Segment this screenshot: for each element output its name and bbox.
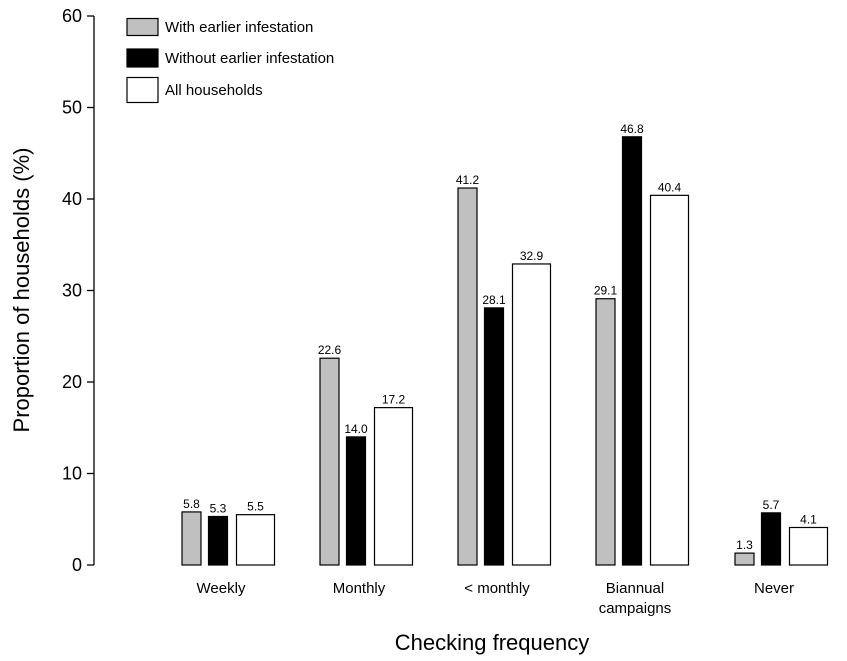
bar [511,263,552,566]
data-label: 32.9 [520,249,544,263]
y-tick-label: 10 [62,464,82,484]
legend: With earlier infestation Without earlier … [126,17,334,104]
y-tick-label: 20 [62,372,82,392]
data-label: 29.1 [594,284,618,298]
x-tick-label: Monthly [333,580,386,597]
data-label: 46.8 [620,122,644,136]
data-label: 1.3 [736,538,753,552]
data-label: 40.4 [658,180,682,194]
data-label: 17.2 [382,393,406,407]
x-axis-title: Checking frequency [395,630,589,655]
data-label: 28.1 [482,293,506,307]
data-label: 5.3 [210,502,227,516]
bars [181,136,829,566]
y-tick-label: 50 [62,98,82,118]
bar [595,298,616,566]
bar [483,307,505,566]
data-label: 41.2 [456,173,480,187]
x-tick-labels: Weekly Monthly < monthly Biannual campaigns N… [197,580,794,617]
data-label: 5.8 [183,497,200,511]
legend-swatch [126,48,159,68]
bar [649,194,690,566]
data-label: 22.6 [318,343,342,357]
data-label: 5.7 [763,498,780,512]
y-tick-label: 60 [62,6,82,26]
data-label: 14.0 [344,422,368,436]
legend-label: All households [165,82,263,99]
legend-swatch [126,76,159,104]
bar [319,357,340,566]
data-label: 4.1 [800,512,817,526]
legend-label: With earlier infestation [165,19,313,36]
x-tick-label: Weekly [197,580,246,597]
bar [345,436,367,566]
y-tick-label: 30 [62,281,82,301]
x-tick-label: Never [754,580,794,597]
y-tick-label: 0 [72,555,82,575]
bar [621,136,643,566]
bar [734,552,755,566]
y-axis-title: Proportion of households (%) [9,148,34,433]
bar [235,514,276,566]
y-tick-label: 40 [62,189,82,209]
bar [760,512,782,566]
x-tick-label: < monthly [464,580,530,597]
bar [207,515,229,566]
data-label: 5.5 [247,500,264,514]
y-ticks: 0 10 20 30 40 50 60 [62,6,94,575]
bar [373,407,414,566]
legend-swatch [126,17,159,37]
bar [788,526,829,566]
legend-label: Without earlier infestation [165,50,334,67]
bar [457,187,478,566]
x-tick-label: Biannual campaigns [599,580,672,617]
bar [181,511,202,566]
y-axis: 0 10 20 30 40 50 60 [62,6,95,575]
data-labels: 5.8 22.6 41.2 29.1 1.3 5.3 14.0 28.1 46.8 5.7 5.5 1… [183,122,817,552]
